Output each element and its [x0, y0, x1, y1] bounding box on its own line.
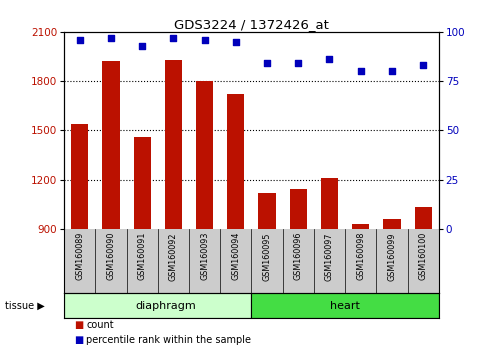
Text: ■: ■ — [74, 320, 83, 330]
Text: percentile rank within the sample: percentile rank within the sample — [86, 335, 251, 345]
Point — [107, 35, 115, 41]
Text: GSM160089: GSM160089 — [75, 232, 84, 280]
Bar — [415, 207, 432, 229]
Text: count: count — [86, 320, 114, 330]
Bar — [196, 81, 213, 229]
Point — [263, 61, 271, 66]
Bar — [258, 193, 276, 229]
Text: GSM160099: GSM160099 — [387, 232, 396, 280]
Point — [138, 43, 146, 48]
Bar — [352, 224, 369, 229]
Text: GSM160093: GSM160093 — [200, 232, 209, 280]
Text: GSM160095: GSM160095 — [263, 232, 272, 280]
Point — [170, 35, 177, 41]
Point — [325, 57, 333, 62]
Point — [419, 63, 427, 68]
Bar — [321, 178, 338, 229]
Text: heart: heart — [330, 301, 360, 311]
Text: GSM160096: GSM160096 — [294, 232, 303, 280]
Point — [201, 37, 209, 42]
Text: tissue ▶: tissue ▶ — [5, 301, 45, 311]
Bar — [103, 61, 119, 229]
Text: GSM160097: GSM160097 — [325, 232, 334, 280]
Text: GSM160100: GSM160100 — [419, 232, 427, 280]
Text: GSM160092: GSM160092 — [169, 232, 178, 280]
Bar — [64, 293, 251, 318]
Point — [232, 39, 240, 45]
Point — [76, 37, 84, 42]
Point — [388, 68, 396, 74]
Bar — [71, 124, 88, 229]
Text: GSM160098: GSM160098 — [356, 232, 365, 280]
Text: ■: ■ — [74, 335, 83, 345]
Text: GSM160091: GSM160091 — [138, 232, 146, 280]
Bar — [384, 219, 400, 229]
Text: GSM160090: GSM160090 — [106, 232, 115, 280]
Title: GDS3224 / 1372426_at: GDS3224 / 1372426_at — [174, 18, 329, 31]
Bar — [134, 137, 151, 229]
Bar — [227, 94, 245, 229]
Text: diaphragm: diaphragm — [135, 301, 196, 311]
Text: GSM160094: GSM160094 — [231, 232, 240, 280]
Bar — [290, 189, 307, 229]
Point — [357, 68, 365, 74]
Bar — [165, 60, 182, 229]
Bar — [251, 293, 439, 318]
Point — [294, 61, 302, 66]
